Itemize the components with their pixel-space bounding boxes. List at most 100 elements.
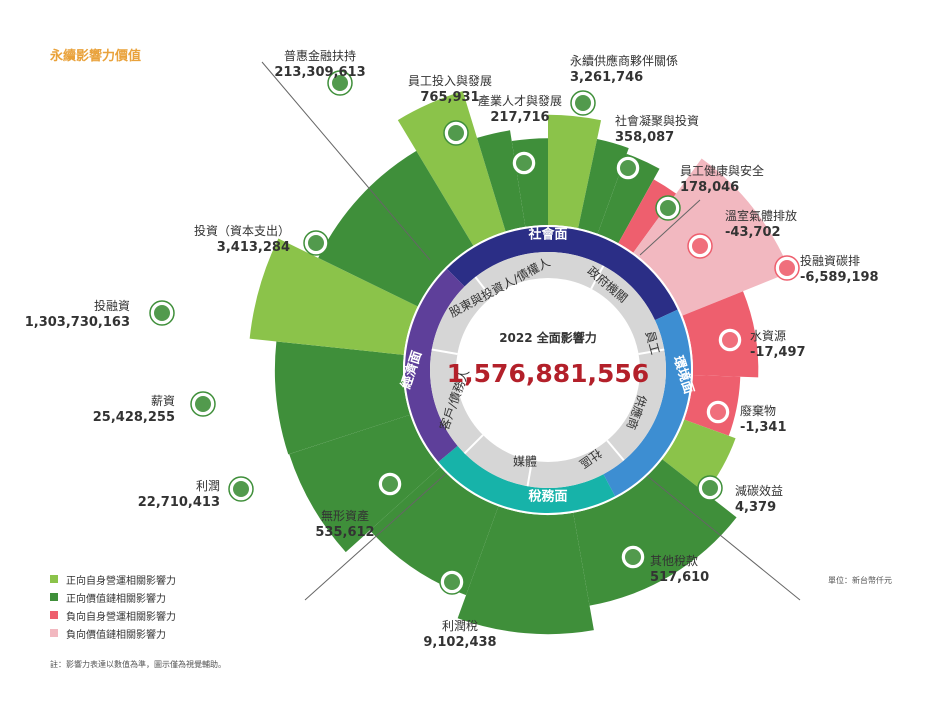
petal-value: 765,931 <box>420 90 479 105</box>
legend-item: 正向自身營運相關影響力 <box>50 570 176 588</box>
petal-薪資 <box>274 341 411 455</box>
ring-divider <box>526 460 534 487</box>
lightbulb-icon <box>377 471 403 497</box>
center-title: 2022 全面影響力 <box>499 330 597 345</box>
chart-icon <box>697 475 723 501</box>
petal-員工健康與安全 <box>597 153 660 244</box>
legend-label: 負向自身營運相關影響力 <box>66 611 176 623</box>
petal-value: 178,046 <box>680 180 739 195</box>
petal-name: 溫室氣體排放 <box>725 208 797 223</box>
dollar-icon <box>327 70 353 96</box>
outer-ring-稅務面 <box>438 445 616 513</box>
petal-value: 9,102,438 <box>423 635 496 650</box>
ring-divider <box>431 348 458 356</box>
petal-value: -1,341 <box>740 420 787 435</box>
petal-value: -6,589,198 <box>800 270 879 285</box>
petal-value: -17,497 <box>750 345 806 360</box>
people-icon <box>190 391 216 417</box>
petal-name: 投資（資本支出） <box>194 223 290 238</box>
coin-icon <box>149 300 175 326</box>
petal-name: 投融資碳排 <box>800 253 860 268</box>
calculator-icon <box>620 544 646 570</box>
petal-value: -43,702 <box>725 225 781 240</box>
divider-line <box>304 469 451 601</box>
petal-value: 22,710,413 <box>138 495 220 510</box>
petal-投融資 <box>249 238 418 355</box>
petal-name: 普惠金融扶持 <box>284 48 356 63</box>
ring-divider <box>463 434 484 455</box>
divider-line <box>639 469 801 601</box>
petal-value: 213,309,613 <box>274 65 365 80</box>
petal-value: 217,716 <box>490 110 549 125</box>
petal-value: 535,612 <box>315 525 374 540</box>
petal-value: 4,379 <box>735 500 776 515</box>
petal-name: 廢棄物 <box>740 403 776 418</box>
petal-利潤 <box>289 414 441 553</box>
outer-ring-label: 社會面 <box>527 227 567 243</box>
petal-value: 358,087 <box>615 130 674 145</box>
legend-swatch <box>50 629 58 637</box>
legend-label: 正向價值鏈相關影響力 <box>66 593 166 605</box>
calculator-icon <box>439 569 465 595</box>
chart-title: 永續影響力價值 <box>50 49 142 64</box>
building-icon <box>303 230 329 256</box>
petal-員工投入與發展 <box>477 130 526 232</box>
petal-name: 員工健康與安全 <box>680 163 764 178</box>
center-value: 1,576,881,556 <box>447 359 649 388</box>
petal-value: 1,303,730,163 <box>25 315 130 330</box>
divider-line <box>639 199 701 256</box>
petal-value: 517,610 <box>650 570 709 585</box>
inner-ring-label: 員工 <box>643 329 663 356</box>
petal-name: 水資源 <box>750 329 786 343</box>
petal-減碳效益 <box>662 419 736 493</box>
factory-icon <box>687 233 713 259</box>
petal-name: 社會凝聚與投資 <box>615 113 699 128</box>
petal-其他稅款 <box>573 459 737 606</box>
carbon-cycle-icon <box>774 255 800 281</box>
inner-ring-label: 媒體 <box>513 455 537 469</box>
petal-永續供應商夥伴關係 <box>548 114 602 229</box>
petal-無形資產 <box>369 467 499 596</box>
legend-label: 負向價值鏈相關影響力 <box>66 629 166 641</box>
water-drop-icon <box>717 327 743 353</box>
legend-item: 負向價值鏈相關影響力 <box>50 624 176 642</box>
ring-divider <box>474 276 493 299</box>
petal-value: 25,428,255 <box>93 410 175 425</box>
petal-value: 3,413,284 <box>217 240 290 255</box>
legend-item: 正向價值鏈相關影響力 <box>50 588 176 606</box>
graduation-icon <box>511 150 537 176</box>
petal-投資（資本支出） <box>318 150 474 307</box>
outer-ring-社會面 <box>446 227 678 321</box>
money-icon <box>228 476 254 502</box>
legend-item: 負向自身營運相關影響力 <box>50 606 176 624</box>
ring-divider <box>638 348 665 356</box>
presentation-icon <box>443 120 469 146</box>
petal-value: 3,261,746 <box>570 70 643 85</box>
petal-name: 無形資產 <box>321 508 369 523</box>
legend-swatch <box>50 593 58 601</box>
center-disc <box>456 278 640 462</box>
outer-ring-經濟面 <box>405 268 465 462</box>
petal-投融資碳排 <box>633 158 791 316</box>
petal-name: 產業人才與發展 <box>478 93 562 108</box>
ring-divider <box>606 439 625 462</box>
divider-line <box>261 61 431 261</box>
footnote: 註：影響力表達以數值為準，圖示僅為視覺輔助。 <box>50 660 226 669</box>
trash-icon <box>705 399 731 425</box>
petal-name: 永續供應商夥伴關係 <box>570 53 678 68</box>
legend-swatch <box>50 611 58 619</box>
outer-ring-環境面 <box>603 309 691 497</box>
petal-name: 員工投入與發展 <box>408 73 492 88</box>
legend: 正向自身營運相關影響力 正向價值鏈相關影響力 負向自身營運相關影響力 負向價值鏈… <box>50 570 176 642</box>
petal-name: 減碳效益 <box>735 483 783 498</box>
handshake-icon <box>570 90 596 116</box>
petal-社會凝聚與投資 <box>578 139 629 234</box>
petal-利潤稅 <box>457 506 594 635</box>
petal-name: 薪資 <box>151 394 175 408</box>
petal-name: 利潤稅 <box>442 619 478 633</box>
ring-divider <box>590 265 605 290</box>
legend-swatch <box>50 575 58 583</box>
petal-普惠金融扶持 <box>397 91 506 246</box>
legend-label: 正向自身營運相關影響力 <box>66 575 176 587</box>
